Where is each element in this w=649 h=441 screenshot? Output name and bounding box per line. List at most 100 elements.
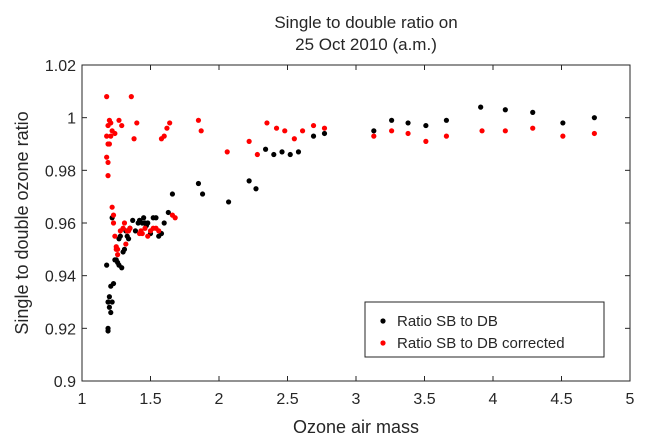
data-point bbox=[271, 151, 277, 158]
data-point bbox=[109, 299, 115, 305]
data-point bbox=[405, 120, 411, 126]
data-point bbox=[530, 125, 536, 131]
data-point bbox=[110, 280, 117, 287]
y-tick-label: 0.98 bbox=[45, 163, 76, 180]
data-point bbox=[591, 115, 597, 121]
data-point bbox=[530, 109, 536, 115]
data-point bbox=[131, 136, 137, 142]
legend: Ratio SB to DB Ratio SB to DB corrected bbox=[364, 301, 605, 358]
data-point bbox=[502, 128, 508, 134]
data-point bbox=[423, 122, 429, 129]
data-point bbox=[287, 151, 293, 158]
y-tick-label: 1.02 bbox=[45, 58, 76, 75]
data-point bbox=[310, 133, 317, 139]
data-point bbox=[164, 125, 170, 131]
data-point bbox=[121, 246, 128, 252]
data-point bbox=[106, 294, 112, 300]
data-point bbox=[502, 107, 508, 113]
x-tick-label: 2.5 bbox=[276, 391, 298, 408]
data-point bbox=[115, 246, 121, 252]
data-point bbox=[105, 159, 111, 166]
data-point bbox=[106, 141, 112, 147]
data-point bbox=[279, 149, 285, 155]
data-point bbox=[139, 230, 145, 237]
x-axis-ticks: 1 1.5 2 2.5 3 3.5 4 4.5 5 bbox=[78, 65, 635, 408]
data-point bbox=[145, 233, 151, 239]
legend-box bbox=[364, 301, 605, 358]
data-point bbox=[153, 215, 159, 221]
chart-title-line-1: Single to double ratio on bbox=[274, 13, 457, 32]
data-point bbox=[128, 94, 134, 100]
data-point bbox=[127, 225, 133, 231]
data-point bbox=[156, 228, 162, 234]
data-point bbox=[112, 130, 118, 137]
x-tick-label: 2 bbox=[215, 391, 224, 408]
data-point bbox=[195, 180, 202, 187]
data-point bbox=[105, 173, 111, 179]
x-tick-label: 1 bbox=[78, 391, 87, 408]
y-axis-ticks: 0.9 0.92 0.94 0.96 0.98 1 1.02 bbox=[45, 58, 630, 391]
data-point bbox=[172, 215, 178, 221]
data-point bbox=[119, 122, 125, 129]
data-point bbox=[108, 309, 114, 316]
data-point bbox=[106, 304, 112, 310]
data-point bbox=[134, 120, 140, 126]
data-point bbox=[109, 204, 115, 210]
data-point bbox=[478, 104, 484, 110]
x-tick-label: 1.5 bbox=[139, 391, 161, 408]
data-point bbox=[199, 191, 206, 197]
x-tick-label: 4.5 bbox=[550, 391, 572, 408]
data-point bbox=[145, 220, 151, 226]
data-points bbox=[104, 94, 597, 334]
data-point bbox=[116, 117, 122, 123]
data-point bbox=[108, 133, 114, 139]
data-point bbox=[479, 128, 485, 134]
data-point bbox=[108, 120, 114, 126]
data-point bbox=[117, 233, 123, 239]
data-point bbox=[120, 225, 126, 231]
data-point bbox=[105, 325, 111, 331]
data-point bbox=[132, 228, 139, 234]
data-point bbox=[264, 120, 270, 126]
legend-label-series-2: Ratio SB to DB corrected bbox=[397, 335, 565, 352]
data-point bbox=[161, 133, 167, 139]
data-point bbox=[161, 220, 167, 226]
data-point bbox=[142, 225, 148, 231]
data-point bbox=[295, 149, 302, 155]
y-tick-label: 1 bbox=[67, 111, 76, 128]
data-point bbox=[282, 128, 288, 134]
data-point bbox=[371, 133, 377, 139]
data-point bbox=[273, 125, 280, 131]
y-tick-label: 0.96 bbox=[45, 216, 76, 233]
data-point bbox=[169, 191, 176, 197]
y-tick-label: 0.94 bbox=[45, 269, 76, 286]
y-axis-label: Single to double ozone ratio bbox=[12, 111, 32, 334]
series-2-points bbox=[104, 94, 597, 258]
data-point bbox=[105, 299, 111, 305]
data-point bbox=[423, 138, 429, 144]
data-point bbox=[443, 133, 450, 139]
data-point bbox=[112, 233, 118, 239]
data-point bbox=[560, 133, 566, 139]
data-point bbox=[321, 125, 328, 131]
data-point bbox=[225, 199, 232, 205]
data-point bbox=[115, 252, 121, 258]
data-point bbox=[443, 117, 450, 123]
data-point bbox=[195, 117, 202, 123]
data-point bbox=[591, 130, 597, 137]
chart-title-line-2: 25 Oct 2010 (a.m.) bbox=[295, 35, 437, 54]
data-point bbox=[121, 220, 128, 226]
data-point bbox=[321, 130, 328, 137]
data-point bbox=[389, 117, 395, 123]
data-point bbox=[141, 215, 147, 221]
data-point bbox=[104, 154, 110, 160]
legend-marker-series-1 bbox=[380, 318, 386, 324]
data-point bbox=[110, 212, 117, 218]
x-tick-label: 5 bbox=[626, 391, 635, 408]
data-point bbox=[165, 209, 171, 216]
data-point bbox=[291, 136, 297, 142]
legend-marker-series-2 bbox=[380, 340, 386, 346]
series-1-points bbox=[104, 104, 597, 334]
data-point bbox=[246, 178, 252, 184]
data-point bbox=[253, 186, 259, 192]
